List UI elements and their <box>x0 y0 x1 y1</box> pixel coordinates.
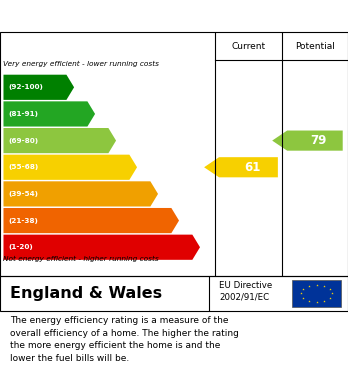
Text: 61: 61 <box>244 161 260 174</box>
Text: England & Wales: England & Wales <box>10 286 163 301</box>
Text: (92-100): (92-100) <box>9 84 44 90</box>
Text: (21-38): (21-38) <box>9 217 39 224</box>
Polygon shape <box>3 235 200 260</box>
Text: F: F <box>180 214 188 227</box>
Text: (55-68): (55-68) <box>9 164 39 170</box>
Text: G: G <box>201 241 211 254</box>
Text: D: D <box>138 161 148 174</box>
Bar <box>292 280 341 307</box>
Text: Potential: Potential <box>295 41 335 50</box>
Text: Not energy efficient - higher running costs: Not energy efficient - higher running co… <box>3 256 159 262</box>
Text: The energy efficiency rating is a measure of the
overall efficiency of a home. T: The energy efficiency rating is a measur… <box>10 316 239 363</box>
Text: Current: Current <box>231 41 266 50</box>
Text: Energy Efficiency Rating: Energy Efficiency Rating <box>10 9 213 23</box>
Text: A: A <box>75 81 84 94</box>
Text: C: C <box>117 134 126 147</box>
Polygon shape <box>3 128 116 153</box>
Text: (81-91): (81-91) <box>9 111 39 117</box>
Polygon shape <box>3 101 95 127</box>
Text: Very energy efficient - lower running costs: Very energy efficient - lower running co… <box>3 61 159 67</box>
Polygon shape <box>3 75 74 100</box>
Text: B: B <box>96 108 105 120</box>
Polygon shape <box>3 208 179 233</box>
Polygon shape <box>272 131 343 151</box>
Polygon shape <box>3 155 137 180</box>
Text: 79: 79 <box>310 134 327 147</box>
Text: (39-54): (39-54) <box>9 191 39 197</box>
Text: (69-80): (69-80) <box>9 138 39 143</box>
Polygon shape <box>204 157 278 178</box>
Text: (1-20): (1-20) <box>9 244 33 250</box>
Text: E: E <box>159 187 167 201</box>
Text: EU Directive
2002/91/EC: EU Directive 2002/91/EC <box>219 281 272 302</box>
Polygon shape <box>3 181 158 206</box>
